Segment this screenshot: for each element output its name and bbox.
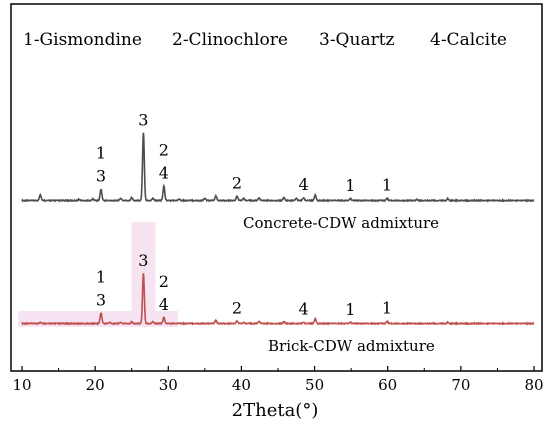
x-axis-title: 2Theta(°) xyxy=(232,400,319,421)
x-tick-label: 50 xyxy=(305,376,324,394)
peak-label: 2 xyxy=(159,141,169,160)
peak-label: 3 xyxy=(96,167,106,186)
x-tick-label: 10 xyxy=(12,376,31,394)
x-tick-label: 30 xyxy=(159,376,178,394)
peak-label: 2 xyxy=(159,272,169,291)
series-label-concrete: Concrete-CDW admixture xyxy=(243,214,439,232)
peak-label: 1 xyxy=(345,300,355,319)
peak-label: 1 xyxy=(382,176,392,195)
peak-label: 2 xyxy=(232,298,242,317)
legend: 1-Gismondine 2-Clinochlore 3-Quartz 4-Ca… xyxy=(23,30,507,50)
legend-item-clinochlore: 2-Clinochlore xyxy=(172,30,288,50)
peak-label: 4 xyxy=(299,175,309,194)
peak-label: 1 xyxy=(96,267,106,286)
x-tick-label: 20 xyxy=(86,376,105,394)
x-tick-label: 60 xyxy=(378,376,397,394)
legend-item-quartz: 3-Quartz xyxy=(319,30,395,50)
peak-label: 4 xyxy=(159,164,169,183)
peak-label: 3 xyxy=(138,251,148,270)
x-tick-label: 40 xyxy=(232,376,251,394)
legend-item-gismondine: 1-Gismondine xyxy=(23,30,142,50)
series-layer xyxy=(18,132,535,327)
series-label-brick: Brick-CDW admixture xyxy=(268,337,435,355)
x-tick-label: 70 xyxy=(451,376,470,394)
x-tick-label: 80 xyxy=(524,376,543,394)
peak-label: 2 xyxy=(232,173,242,192)
legend-item-calcite: 4-Calcite xyxy=(430,30,507,50)
series-line-brick xyxy=(21,273,535,326)
x-axis: 10 20 30 40 50 60 70 80 xyxy=(12,366,544,394)
series-names: Concrete-CDW admixture Brick-CDW admixtu… xyxy=(243,214,439,355)
peak-label: 1 xyxy=(382,299,392,318)
peak-label: 3 xyxy=(96,290,106,309)
peak-label: 4 xyxy=(159,295,169,314)
peak-label: 1 xyxy=(345,176,355,195)
plot-frame xyxy=(10,3,543,372)
series-line-concrete xyxy=(21,132,535,203)
peak-label: 3 xyxy=(138,110,148,129)
peak-label: 4 xyxy=(299,300,309,319)
peak-label: 1 xyxy=(96,144,106,163)
